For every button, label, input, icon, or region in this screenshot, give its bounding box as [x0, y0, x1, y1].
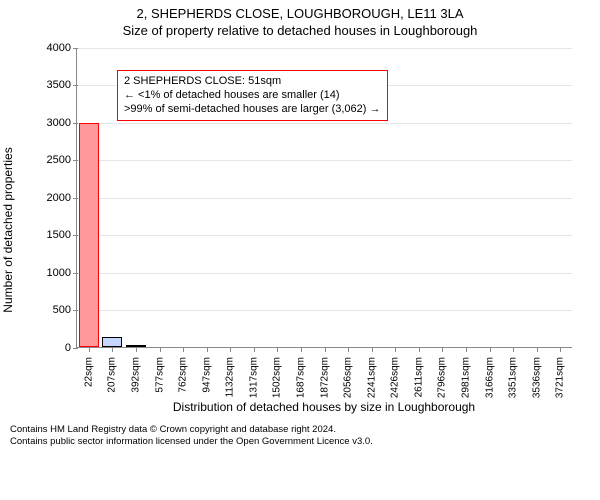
x-tick-mark	[112, 347, 113, 352]
footer-line1: Contains HM Land Registry data © Crown c…	[10, 424, 590, 436]
x-tick-mark	[395, 347, 396, 352]
x-tick-mark	[348, 347, 349, 352]
x-tick-mark	[442, 347, 443, 352]
bar-slot: 2611sqm	[407, 48, 431, 347]
x-tick-mark	[513, 347, 514, 352]
x-tick-mark	[325, 347, 326, 352]
bar-highlight	[79, 123, 99, 347]
annotation-line: ← <1% of detached houses are smaller (14…	[124, 88, 381, 102]
x-tick-label: 207sqm	[107, 353, 118, 393]
x-tick-label: 1132sqm	[225, 353, 236, 397]
bar-slot: 3166sqm	[478, 48, 502, 347]
y-tick-label: 2500	[47, 154, 77, 166]
plot-region: 22sqm207sqm392sqm577sqm762sqm947sqm1132s…	[76, 48, 572, 348]
x-tick-mark	[89, 347, 90, 352]
x-tick-mark	[254, 347, 255, 352]
x-tick-label: 947sqm	[201, 353, 212, 393]
chart-title-line1: 2, SHEPHERDS CLOSE, LOUGHBOROUGH, LE11 3…	[0, 6, 600, 23]
x-axis-label: Distribution of detached houses by size …	[76, 400, 572, 414]
x-tick-mark	[490, 347, 491, 352]
chart-area: Number of detached properties 22sqm207sq…	[20, 40, 580, 420]
x-tick-mark	[372, 347, 373, 352]
y-tick-label: 500	[53, 304, 77, 316]
x-tick-label: 3351sqm	[508, 353, 519, 398]
x-tick-label: 2241sqm	[366, 353, 377, 398]
attribution-footer: Contains HM Land Registry data © Crown c…	[10, 420, 590, 448]
annotation-line: >99% of semi-detached houses are larger …	[124, 102, 381, 116]
y-tick-label: 0	[65, 342, 77, 354]
y-tick-label: 2000	[47, 192, 77, 204]
x-tick-mark	[230, 347, 231, 352]
x-tick-label: 2796sqm	[437, 353, 448, 398]
highlight-annotation: 2 SHEPHERDS CLOSE: 51sqm← <1% of detache…	[117, 70, 388, 121]
bar-slot: 2981sqm	[454, 48, 478, 347]
bar-slot: 22sqm	[77, 48, 101, 347]
y-tick-label: 1500	[47, 229, 77, 241]
bar-slot: 3721sqm	[549, 48, 573, 347]
x-tick-label: 392sqm	[130, 353, 141, 393]
chart-title-line2: Size of property relative to detached ho…	[0, 23, 600, 40]
x-tick-label: 3536sqm	[531, 353, 542, 398]
x-tick-mark	[136, 347, 137, 352]
bar	[102, 337, 122, 347]
x-tick-label: 2981sqm	[461, 353, 472, 398]
x-tick-label: 2611sqm	[413, 353, 424, 397]
x-tick-mark	[301, 347, 302, 352]
x-tick-label: 1687sqm	[295, 353, 306, 398]
x-tick-mark	[419, 347, 420, 352]
x-tick-label: 1872sqm	[319, 353, 330, 398]
y-tick-label: 3500	[47, 79, 77, 91]
x-tick-mark	[160, 347, 161, 352]
x-tick-label: 2056sqm	[343, 353, 354, 398]
x-tick-mark	[183, 347, 184, 352]
y-axis-label: Number of detached properties	[1, 147, 15, 312]
chart-title-block: 2, SHEPHERDS CLOSE, LOUGHBOROUGH, LE11 3…	[0, 0, 600, 40]
x-tick-label: 3166sqm	[484, 353, 495, 398]
y-tick-label: 3000	[47, 117, 77, 129]
x-tick-label: 1502sqm	[272, 353, 283, 398]
annotation-line: 2 SHEPHERDS CLOSE: 51sqm	[124, 74, 381, 88]
bar-slot: 3536sqm	[525, 48, 549, 347]
bar-slot: 2796sqm	[431, 48, 455, 347]
y-tick-label: 4000	[47, 42, 77, 54]
x-tick-label: 762sqm	[178, 353, 189, 393]
y-tick-label: 1000	[47, 267, 77, 279]
x-tick-mark	[207, 347, 208, 352]
bar-slot: 3351sqm	[501, 48, 525, 347]
x-tick-mark	[277, 347, 278, 352]
x-tick-label: 22sqm	[83, 353, 94, 387]
x-tick-mark	[466, 347, 467, 352]
x-tick-mark	[537, 347, 538, 352]
x-tick-label: 3721sqm	[555, 353, 566, 398]
x-tick-label: 1317sqm	[248, 353, 259, 398]
x-tick-label: 2426sqm	[390, 353, 401, 398]
x-tick-label: 577sqm	[154, 353, 165, 393]
x-tick-mark	[560, 347, 561, 352]
footer-line2: Contains public sector information licen…	[10, 436, 590, 448]
